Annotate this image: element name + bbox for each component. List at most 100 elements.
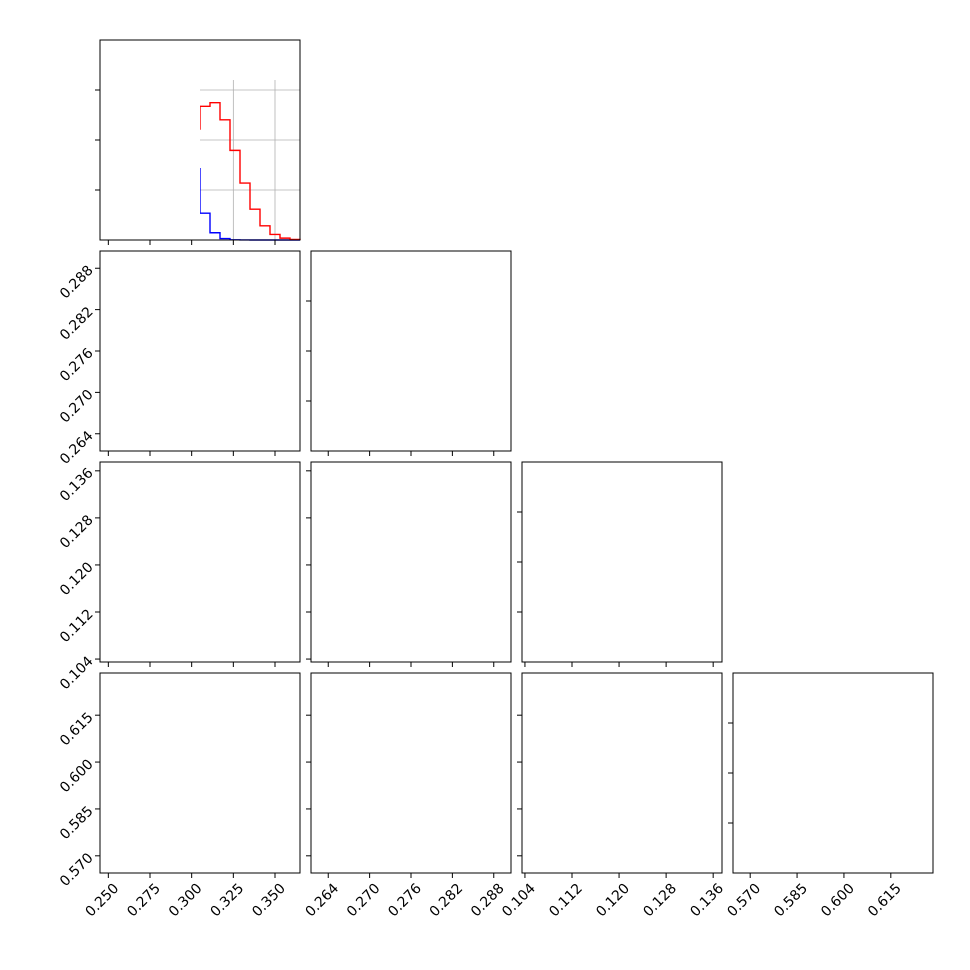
- sample-point: [194, 386, 196, 388]
- sample-point: [198, 332, 200, 334]
- sample-point: [129, 337, 131, 339]
- sample-point: [415, 585, 417, 587]
- sample-point: [195, 355, 197, 357]
- sample-point: [202, 557, 204, 559]
- sample-point: [182, 703, 184, 705]
- sample-point: [190, 555, 192, 557]
- sample-point: [212, 570, 214, 572]
- sample-point: [200, 367, 202, 369]
- sample-point: [152, 801, 154, 803]
- sample-point: [416, 556, 418, 558]
- sample-point: [244, 384, 246, 386]
- sample-point: [137, 526, 139, 528]
- sample-point: [245, 349, 247, 351]
- sample-point: [425, 534, 427, 536]
- sample-point: [180, 793, 182, 795]
- sample-point: [210, 325, 212, 327]
- sample-point: [171, 340, 173, 342]
- sample-point: [212, 784, 214, 786]
- sample-point: [218, 339, 220, 341]
- sample-point: [181, 318, 183, 320]
- sample-point: [397, 585, 399, 587]
- sample-point: [157, 545, 159, 547]
- sample-point: [423, 555, 425, 557]
- sample-point: [181, 323, 183, 325]
- sample-point: [173, 341, 175, 343]
- sample-point: [137, 297, 139, 299]
- sample-point: [222, 574, 224, 576]
- sample-point: [133, 513, 135, 515]
- sample-point: [190, 320, 192, 322]
- sample-point: [218, 342, 220, 344]
- sample-point: [214, 587, 216, 589]
- sample-point: [448, 532, 450, 534]
- sample-point: [181, 590, 183, 592]
- sample-point: [398, 589, 400, 591]
- sample-point: [219, 582, 221, 584]
- sample-point: [384, 567, 386, 569]
- sample-point: [236, 362, 238, 364]
- sample-point: [235, 594, 237, 596]
- sample-point: [151, 534, 153, 536]
- sample-point: [176, 563, 178, 565]
- sample-point: [165, 556, 167, 558]
- sample-point: [173, 556, 175, 558]
- sample-point: [200, 360, 202, 362]
- sample-point: [444, 526, 446, 528]
- sample-point: [191, 347, 193, 349]
- sample-point: [213, 367, 215, 369]
- sample-point: [229, 357, 231, 359]
- sample-point: [404, 566, 406, 568]
- sample-point: [209, 573, 211, 575]
- sample-point: [438, 548, 440, 550]
- sample-point: [204, 361, 206, 363]
- sample-point: [403, 570, 405, 572]
- sample-point: [410, 551, 412, 553]
- sample-point: [392, 597, 394, 599]
- sample-point: [177, 560, 179, 562]
- sample-point: [401, 584, 403, 586]
- sample-point: [141, 314, 143, 316]
- sample-point: [190, 568, 192, 570]
- sample-point: [166, 319, 168, 321]
- sample-point: [238, 374, 240, 376]
- sample-point: [138, 546, 140, 548]
- sample-point: [431, 544, 433, 546]
- sample-point: [157, 339, 159, 341]
- sample-point: [385, 589, 387, 591]
- sample-point: [419, 565, 421, 567]
- sample-point: [427, 556, 429, 558]
- sample-point: [403, 576, 405, 578]
- sample-point: [143, 323, 145, 325]
- sample-point: [193, 585, 195, 587]
- sample-point: [178, 813, 180, 815]
- sample-point: [440, 516, 442, 518]
- sample-point: [213, 566, 215, 568]
- sample-point: [195, 329, 197, 331]
- sample-point: [448, 523, 450, 525]
- sample-point: [200, 582, 202, 584]
- sample-point: [157, 547, 159, 549]
- sample-point: [266, 364, 268, 366]
- sample-point: [160, 775, 162, 777]
- sample-point: [239, 357, 241, 359]
- sample-point: [391, 589, 393, 591]
- sample-point: [411, 548, 413, 550]
- sample-point: [166, 559, 168, 561]
- sample-point: [406, 573, 408, 575]
- sample-point: [197, 338, 199, 340]
- sample-point: [405, 584, 407, 586]
- contour-line-0: [364, 533, 450, 620]
- sample-point: [217, 580, 219, 582]
- sample-point: [193, 401, 195, 403]
- sample-point: [383, 599, 385, 601]
- sample-point: [180, 347, 182, 349]
- sample-point: [190, 564, 192, 566]
- sample-point: [457, 517, 459, 519]
- sample-point: [429, 540, 431, 542]
- sample-point: [240, 343, 242, 345]
- sample-point: [385, 606, 387, 608]
- histogram-panel-0: [95, 40, 300, 245]
- density-fill-level-2: [180, 550, 244, 603]
- sample-point: [179, 575, 181, 577]
